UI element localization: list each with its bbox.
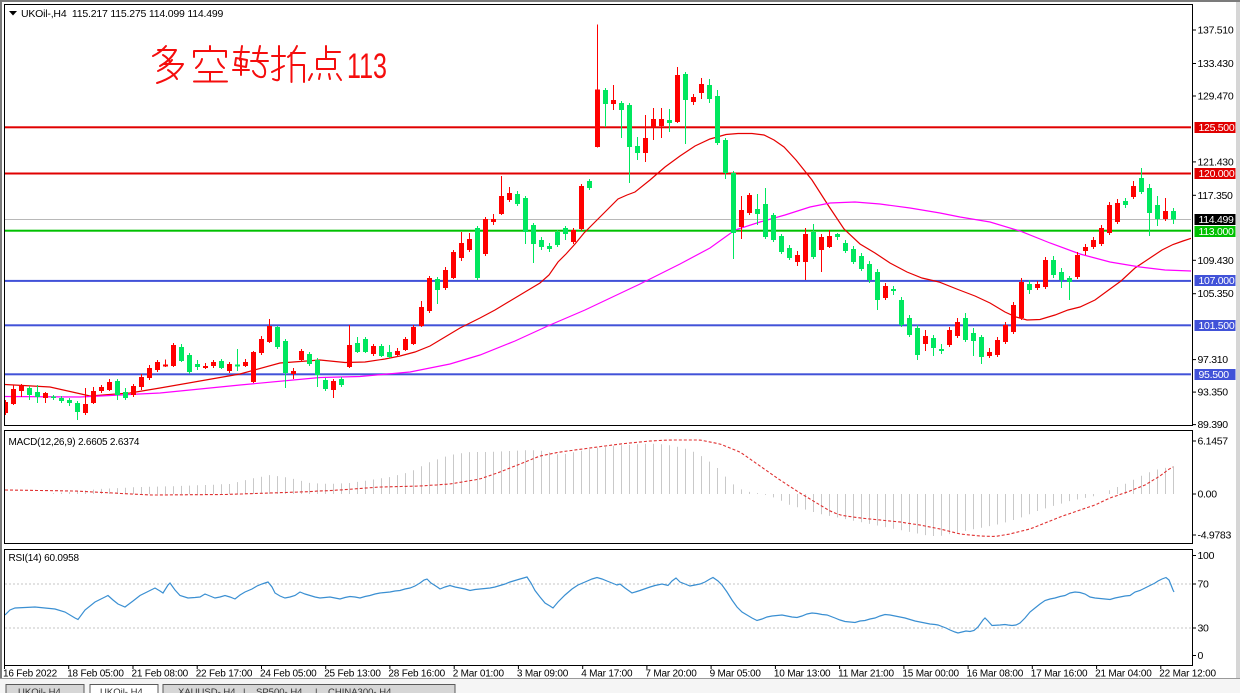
svg-text:114.499: 114.499 bbox=[1199, 214, 1235, 226]
svg-text:113: 113 bbox=[347, 47, 387, 86]
svg-text:21 Feb 08:00: 21 Feb 08:00 bbox=[132, 669, 189, 680]
svg-text:|: | bbox=[315, 687, 317, 693]
svg-text:0: 0 bbox=[1198, 650, 1204, 662]
svg-text:137.510: 137.510 bbox=[1198, 25, 1234, 37]
svg-text:UKOil-,H4: UKOil-,H4 bbox=[100, 687, 143, 693]
svg-text:SP500-,H4: SP500-,H4 bbox=[256, 687, 302, 693]
svg-text:4 Mar 17:00: 4 Mar 17:00 bbox=[581, 669, 633, 680]
svg-text:-4.9783: -4.9783 bbox=[1198, 530, 1232, 542]
svg-text:100: 100 bbox=[1198, 550, 1215, 562]
svg-text:UKOil-,H4: UKOil-,H4 bbox=[18, 687, 61, 693]
svg-text:120.000: 120.000 bbox=[1199, 168, 1235, 180]
svg-text:129.470: 129.470 bbox=[1198, 91, 1234, 103]
svg-text:XAUUSD-,H4: XAUUSD-,H4 bbox=[178, 687, 236, 693]
svg-text:6.1457: 6.1457 bbox=[1198, 436, 1229, 448]
svg-text:|: | bbox=[243, 687, 245, 693]
svg-text:107.000: 107.000 bbox=[1199, 275, 1235, 287]
svg-text:28 Feb 16:00: 28 Feb 16:00 bbox=[388, 669, 445, 680]
svg-text:RSI(14) 60.0958: RSI(14) 60.0958 bbox=[9, 553, 80, 564]
svg-text:22 Mar 12:00: 22 Mar 12:00 bbox=[1159, 669, 1216, 680]
svg-text:105.350: 105.350 bbox=[1198, 288, 1234, 300]
svg-text:109.430: 109.430 bbox=[1198, 255, 1234, 267]
svg-text:93.350: 93.350 bbox=[1198, 387, 1229, 399]
svg-text:25 Feb 13:00: 25 Feb 13:00 bbox=[324, 669, 381, 680]
svg-text:22 Feb 17:00: 22 Feb 17:00 bbox=[196, 669, 253, 680]
svg-text:10 Mar 13:00: 10 Mar 13:00 bbox=[774, 669, 831, 680]
svg-text:0.00: 0.00 bbox=[1198, 489, 1218, 501]
svg-text:CHINA300-,H4: CHINA300-,H4 bbox=[328, 687, 391, 693]
svg-text:97.310: 97.310 bbox=[1198, 354, 1229, 366]
svg-text:2 Mar 01:00: 2 Mar 01:00 bbox=[453, 669, 505, 680]
svg-text:3 Mar 09:00: 3 Mar 09:00 bbox=[517, 669, 569, 680]
svg-text:18 Feb 05:00: 18 Feb 05:00 bbox=[67, 669, 124, 680]
svg-text:101.500: 101.500 bbox=[1199, 320, 1235, 332]
svg-text:113.000: 113.000 bbox=[1199, 226, 1235, 238]
svg-text:11 Mar 21:00: 11 Mar 21:00 bbox=[838, 669, 894, 680]
svg-text:16 Mar 08:00: 16 Mar 08:00 bbox=[967, 669, 1024, 680]
svg-text:UKOil-,H4 115.217 115.275 114: UKOil-,H4 115.217 115.275 114.099 114.49… bbox=[21, 8, 224, 20]
svg-text:17 Mar 16:00: 17 Mar 16:00 bbox=[1031, 669, 1088, 680]
svg-text:30: 30 bbox=[1198, 623, 1210, 635]
svg-text:24 Feb 05:00: 24 Feb 05:00 bbox=[260, 669, 317, 680]
svg-text:121.430: 121.430 bbox=[1198, 156, 1234, 168]
svg-text:95.500: 95.500 bbox=[1199, 369, 1230, 381]
svg-text:133.430: 133.430 bbox=[1198, 58, 1234, 70]
svg-text:21 Mar 04:00: 21 Mar 04:00 bbox=[1095, 669, 1152, 680]
svg-text:7 Mar 20:00: 7 Mar 20:00 bbox=[645, 669, 697, 680]
svg-text:125.500: 125.500 bbox=[1199, 122, 1235, 134]
svg-text:70: 70 bbox=[1198, 579, 1210, 591]
svg-text:MACD(12,26,9) 2.6605 2.6374: MACD(12,26,9) 2.6605 2.6374 bbox=[9, 437, 140, 448]
svg-text:15 Mar 00:00: 15 Mar 00:00 bbox=[902, 669, 959, 680]
svg-text:89.390: 89.390 bbox=[1198, 419, 1229, 431]
svg-text:9 Mar 05:00: 9 Mar 05:00 bbox=[710, 669, 762, 680]
svg-text:117.350: 117.350 bbox=[1198, 190, 1234, 202]
svg-text:16 Feb 2022: 16 Feb 2022 bbox=[3, 669, 58, 680]
